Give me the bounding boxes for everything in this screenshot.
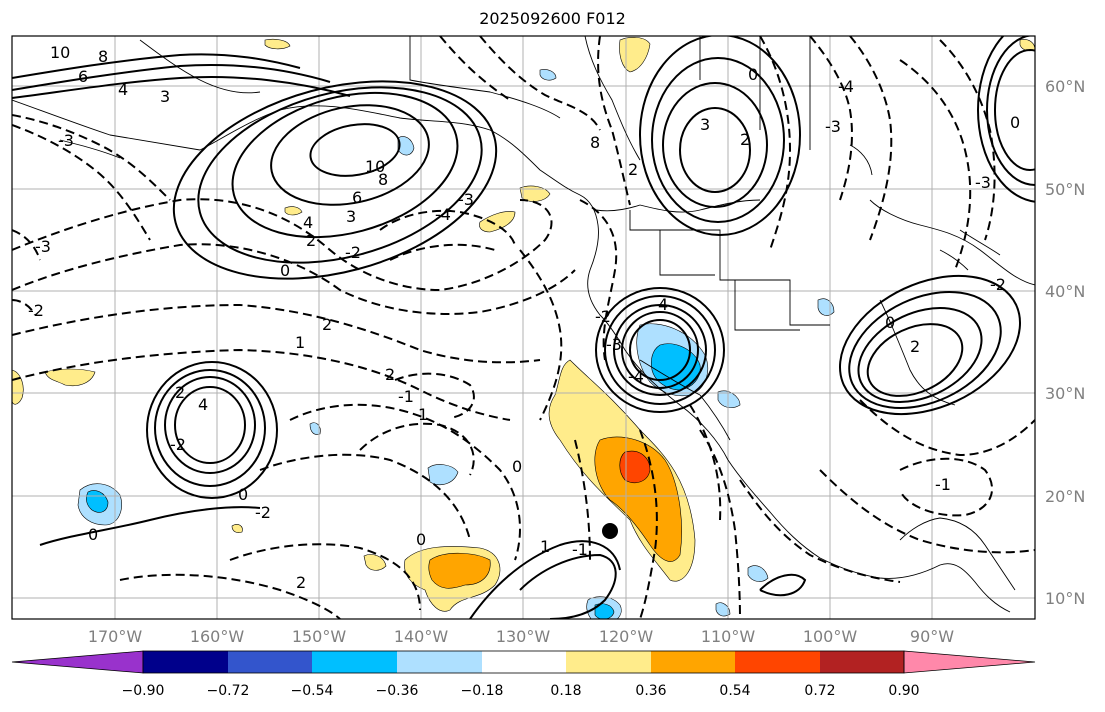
contour-label: -1 [572,540,588,559]
colorbar-segment [651,651,735,673]
colorbar-segment [820,651,904,673]
contour-label: 4 [198,395,208,414]
contour-label: -4 [628,367,644,386]
colorbar-segment [397,651,482,673]
contour-label: -3 [606,335,622,354]
colorbar-segment [735,651,820,673]
contour-label: 4 [118,80,128,99]
contour-label: -3 [458,190,474,209]
contour-label: 2 [385,365,395,384]
contour-label: 4 [658,295,668,314]
contour-label: -2 [28,301,44,320]
contour-label: -3 [825,117,841,136]
map-title: 2025092600 F012 [479,9,626,28]
lat-label: 50°N [1045,180,1086,199]
contour-label: 0 [238,485,248,504]
colorbar-tick-label: 0.72 [804,683,836,699]
contour-label: 0 [280,261,290,280]
colorbar-tick-label: −0.72 [206,683,250,699]
contour-label: 8 [378,170,388,189]
contour-label: -4 [435,205,451,224]
colorbar-segment [312,651,397,673]
contour-label: -3 [58,131,74,150]
colorbar-tick-label: −0.90 [121,683,165,699]
colorbar [11,650,1036,674]
colorbar-tick-label: −0.36 [375,683,419,699]
contour-label: 3 [700,115,710,134]
contour-label: 2 [175,383,185,402]
contour-label: -3 [975,173,991,192]
contour-label: 10 [365,157,385,176]
contour-label: -4 [838,77,854,96]
colorbar-tick-label: −0.18 [460,683,504,699]
contour-label: 2 [910,337,920,356]
contour-label: -2 [170,435,186,454]
lat-label: 10°N [1045,589,1086,608]
colorbar-extend-high [903,650,1036,674]
contour-label: 6 [78,67,88,86]
contour-label: 2 [322,315,332,334]
contour-label: 4 [303,213,313,232]
colorbar-segment [228,651,312,673]
contour-label: -2 [595,307,611,326]
contour-label: -1 [398,387,414,406]
lon-label: 160°W [189,627,245,646]
lon-label: 90°W [909,627,955,646]
contour-label: 0 [416,530,426,549]
contour-label: 2 [296,573,306,592]
colorbar-tick-label: 0.54 [719,683,751,699]
contour-label: 0 [885,313,895,332]
contour-label: 0 [512,457,522,476]
lon-label: 100°W [802,627,858,646]
contour-label: 8 [590,133,600,152]
colorbar-tick-label: 0.90 [888,683,920,699]
contour-label: -2 [990,275,1006,294]
contour-label: -1 [935,475,951,494]
contour-label: 1 [540,537,550,556]
lon-label: 150°W [291,627,347,646]
contour-label: 2 [740,130,750,149]
contour-label: 10 [50,43,70,62]
contour-label: 6 [352,188,362,207]
lon-label: 170°W [87,627,143,646]
position-marker [602,523,618,539]
lon-label: 140°W [393,627,449,646]
contour-label: 0 [1010,113,1020,132]
lat-label: 20°N [1045,487,1086,506]
lon-label: 130°W [495,627,551,646]
colorbar-tick-label: 0.18 [550,683,582,699]
colorbar-tick-label: 0.36 [635,683,667,699]
lon-label: 110°W [700,627,756,646]
colorbar-segment [482,651,566,673]
contour-label: -2 [345,243,361,262]
lat-label: 60°N [1045,77,1086,96]
colorbar-segment [143,651,228,673]
contour-label: 0 [88,525,98,544]
contour-label: 0 [748,65,758,84]
contour-label: -3 [35,237,51,256]
contour-label: 3 [160,87,170,106]
colorbar-tick-label: −0.54 [290,683,334,699]
lat-label: 30°N [1045,384,1086,403]
contour-label: -2 [255,503,271,522]
colorbar-segment [566,651,651,673]
contour-label: 8 [98,47,108,66]
shaded-anomalies [12,37,1035,619]
graticule [12,36,1035,619]
lat-label: 40°N [1045,282,1086,301]
colorbar-extend-low [11,650,144,674]
contour-lines: 10 8 6 4 3 10 8 6 4 3 2 0 -2 -3 -4 -3 -3… [12,36,1035,619]
contour-label: 1 [295,333,305,352]
contour-label: 2 [628,160,638,179]
contour-label: 3 [346,207,356,226]
contour-label: 1 [418,405,428,424]
lon-label: 120°W [598,627,654,646]
contour-label: 2 [306,231,316,250]
contour-label-group: 10 8 6 4 3 10 8 6 4 3 2 0 -2 -3 -4 -3 -3… [28,43,1020,592]
